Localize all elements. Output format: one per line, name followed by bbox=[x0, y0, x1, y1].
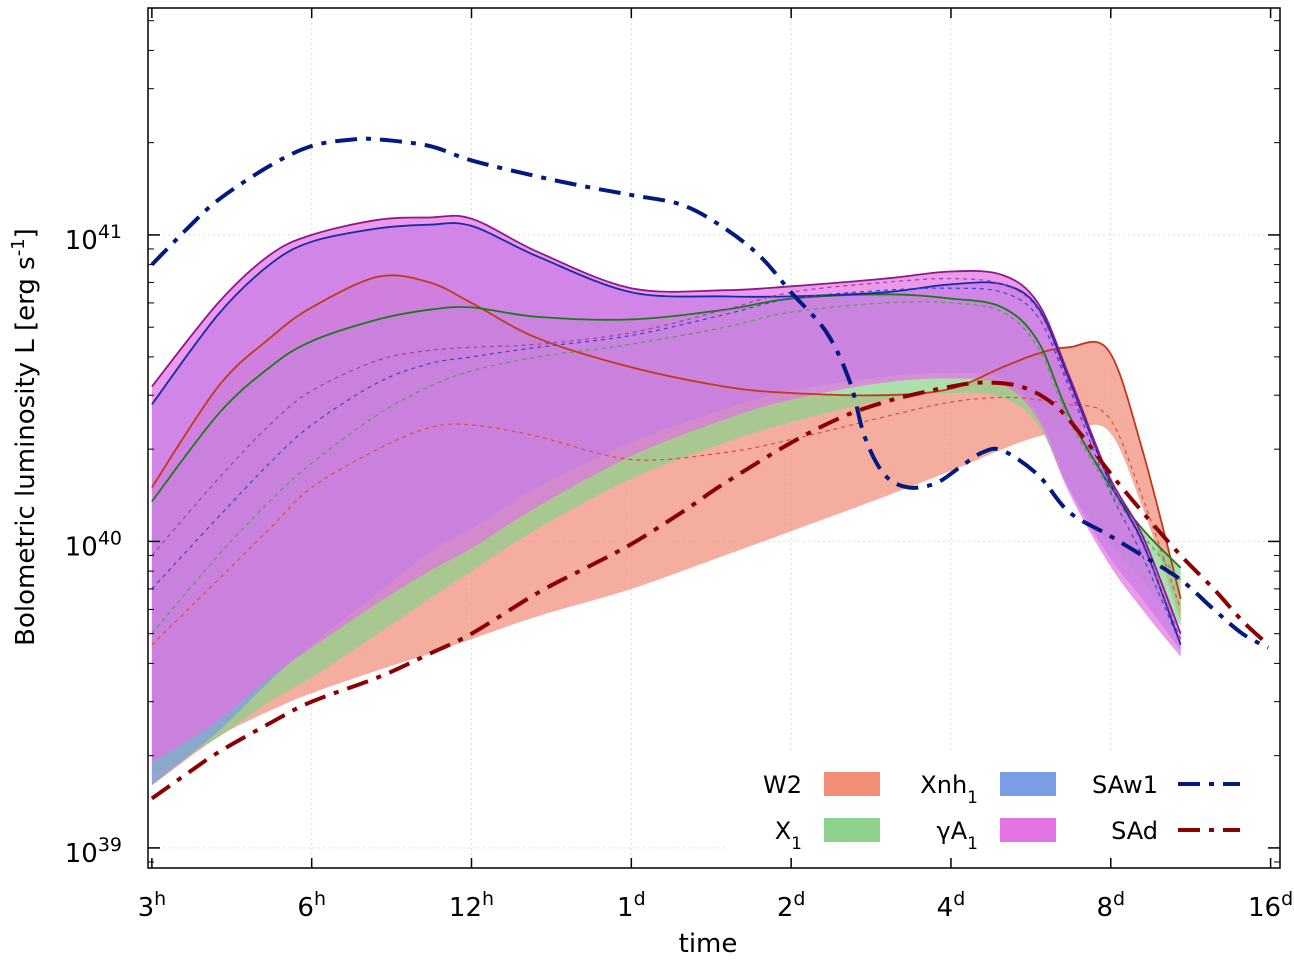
x-tick-label: 2d bbox=[777, 888, 806, 923]
band-median-a bbox=[151, 277, 1182, 640]
x-tick-label: 1d bbox=[617, 888, 646, 923]
x-tick-label-unit: d bbox=[1281, 888, 1293, 910]
x-tick-label: 8d bbox=[1096, 888, 1125, 923]
x-tick-label: 3h bbox=[138, 888, 167, 923]
y-tick-label: 1039 bbox=[65, 834, 122, 869]
legend-label-sub: 1 bbox=[967, 788, 978, 808]
y-tick-label: 1041 bbox=[65, 221, 122, 256]
band-median-w2 bbox=[151, 396, 1182, 646]
x-tick-label-value: 12 bbox=[449, 893, 482, 923]
x-tick-label-unit: d bbox=[793, 888, 805, 910]
band-median-x bbox=[151, 301, 1182, 635]
y-axis-title: Bolometric luminosity L [erg s-1] bbox=[8, 228, 42, 646]
y-tick-label-base: 10 bbox=[65, 226, 98, 256]
x-tick-label-unit: d bbox=[1113, 888, 1125, 910]
y-tick-label-base: 10 bbox=[65, 839, 98, 869]
legend-box bbox=[728, 752, 1268, 856]
band-upper-edge-xnh bbox=[151, 222, 1182, 646]
line-saw1 bbox=[150, 136, 1270, 650]
x-tick-label-value: 6 bbox=[297, 893, 314, 923]
x-tick-label-unit: d bbox=[634, 888, 646, 910]
band-upper-edge-x bbox=[151, 293, 1182, 569]
legend-label-sub: 1 bbox=[967, 834, 978, 854]
x-tick-label-unit: h bbox=[482, 888, 494, 910]
x-tick-label-unit: d bbox=[953, 888, 965, 910]
band-upper-edge-a bbox=[151, 214, 1182, 635]
band-a bbox=[151, 215, 1181, 763]
x-axis-title-text: time bbox=[679, 929, 738, 959]
x-tick-label-unit: h bbox=[154, 888, 166, 910]
bands bbox=[151, 215, 1181, 786]
x-tick-label: 16d bbox=[1248, 888, 1293, 923]
legend-label: SAd bbox=[1111, 817, 1158, 845]
x-tick-label-value: 3 bbox=[138, 893, 155, 923]
y-tick-label-exponent: 41 bbox=[98, 221, 122, 243]
y-tick-label-exponent: 40 bbox=[98, 527, 122, 549]
y-axis-title-sup: -1 bbox=[8, 238, 29, 256]
legend-label: SAw1 bbox=[1092, 771, 1158, 799]
x-tick-label-unit: h bbox=[314, 888, 326, 910]
y-tick-label-base: 10 bbox=[65, 532, 98, 562]
x-tick-label-value: 8 bbox=[1096, 893, 1113, 923]
x-tick-label: 4d bbox=[937, 888, 966, 923]
x-tick-label: 6h bbox=[297, 888, 326, 923]
legend-label: X1 bbox=[775, 817, 802, 854]
legend-label: W2 bbox=[763, 771, 802, 799]
y-axis-title-end: ] bbox=[11, 228, 41, 238]
legend-label: γA1 bbox=[937, 817, 978, 854]
x-tick-label: 12h bbox=[449, 888, 494, 923]
x-axis-title: time bbox=[679, 929, 738, 959]
x-tick-label-value: 16 bbox=[1248, 893, 1281, 923]
legend-label-sub: 1 bbox=[791, 834, 802, 854]
x-tick-label-value: 2 bbox=[777, 893, 794, 923]
line-sad bbox=[150, 380, 1270, 801]
legend-swatch bbox=[1000, 818, 1056, 842]
band-upper-edge-w2 bbox=[151, 274, 1182, 600]
legend-label-name: W2 bbox=[763, 771, 802, 799]
legend-label-name: SAd bbox=[1111, 817, 1158, 845]
x-tick-label-value: 1 bbox=[617, 893, 634, 923]
plot-frame bbox=[147, 7, 1281, 869]
legend-label-name: Xnh bbox=[920, 771, 967, 799]
legend-swatch bbox=[824, 772, 880, 796]
legend-swatch bbox=[824, 818, 880, 842]
y-axis-title-text: Bolometric luminosity L [erg s bbox=[11, 256, 41, 646]
legend-label-name: X bbox=[775, 817, 791, 845]
legend-label: Xnh1 bbox=[920, 771, 978, 808]
y-tick-label: 1040 bbox=[65, 527, 122, 562]
x-tick-label-value: 4 bbox=[937, 893, 954, 923]
legend-label-name: SAw1 bbox=[1092, 771, 1158, 799]
legend-label-name: γA bbox=[937, 817, 968, 845]
y-tick-label-exponent: 39 bbox=[98, 834, 122, 856]
legend-swatch bbox=[1000, 772, 1056, 796]
lines bbox=[150, 136, 1270, 801]
